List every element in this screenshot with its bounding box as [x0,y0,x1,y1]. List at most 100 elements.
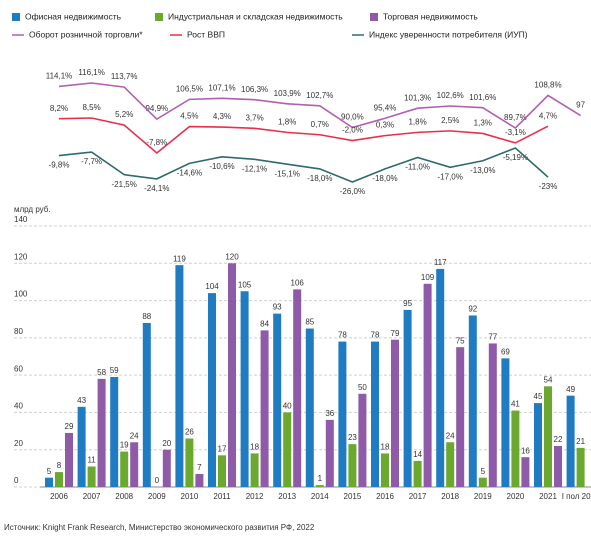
data-label: -13,0% [470,166,495,175]
data-label: 4,7% [539,111,557,120]
y-tick-label: 140 [14,215,28,224]
bar [554,445,562,487]
bar [130,442,139,487]
data-label: -15,1% [275,169,300,178]
data-label: 103,9% [274,89,301,98]
bar [446,442,455,487]
bar [142,322,151,487]
bar [511,410,520,487]
data-label: 23 [348,433,357,442]
data-label: 8,5% [82,103,100,112]
data-label: 45 [534,392,543,401]
data-label: 3,7% [245,113,263,122]
data-label: 40 [283,402,292,411]
data-label: 7 [197,463,202,472]
bar [228,263,236,487]
bar [348,444,357,487]
data-label: 1 [318,474,323,483]
data-label: 43 [77,396,86,405]
data-label: 119 [173,254,186,263]
data-label: 29 [65,422,74,431]
bar [218,455,226,487]
data-label: -24,1% [144,184,169,193]
bar [97,378,106,487]
bar [195,473,204,487]
x-tick-label: 2011 [213,492,231,501]
data-label: -17,0% [438,172,463,181]
data-label: 102,6% [437,91,464,100]
bar [381,453,389,487]
data-label: -5,19% [503,153,528,162]
data-label: 20 [162,439,171,448]
data-label: 88 [142,312,151,321]
y-tick-label: 0 [14,476,19,485]
y-tick-label: 80 [14,327,23,336]
bar [488,343,497,487]
bar [413,460,422,487]
bar [391,339,399,487]
data-label: 101,3% [404,93,431,102]
data-label: -9,8% [49,161,70,170]
data-label: -14,6% [177,168,202,177]
bar [45,477,53,487]
data-label: 78 [338,331,347,340]
y-tick-label: 20 [14,439,23,448]
data-label: 5 [481,467,486,476]
x-tick-label: 2018 [441,492,459,501]
bar [544,386,552,487]
data-label: -12,1% [242,164,267,173]
series-line [58,117,549,155]
bar [456,347,465,487]
x-tick-label: 2013 [278,492,296,501]
source: Источник: Knight Frank Research, Министе… [4,523,315,532]
y-tick-label: 60 [14,364,23,373]
x-tick-label: 2014 [311,492,329,501]
bar [77,406,86,487]
data-label: 84 [260,320,269,329]
bar [576,447,585,487]
data-label: 79 [391,329,400,338]
series-line [58,147,549,183]
bar [273,313,282,487]
bar [358,393,367,487]
data-label: 59 [110,366,119,375]
data-label: 89,7% [504,113,527,122]
data-label: 5 [47,467,52,476]
data-label: 106 [291,278,305,287]
data-label: 49 [566,385,575,394]
data-label: 21 [576,437,585,446]
data-label: 95,4% [374,103,397,112]
data-label: -23% [539,182,558,191]
data-label: 108,8% [534,81,561,90]
data-label: 107,1% [208,83,235,92]
bar [260,330,269,487]
data-label: 0,7% [311,120,329,129]
x-tick-label: 2019 [474,492,492,501]
data-label: -26,0% [340,187,365,196]
data-label: 106,5% [176,84,203,93]
legend-label: Офисная недвижимость [25,11,122,21]
y-axis-label: млрд руб. [14,205,51,214]
bar [175,265,184,487]
data-label: -3,1% [505,128,526,137]
legend-swatch [370,13,378,21]
data-label: 109 [421,273,435,282]
data-label: 120 [225,252,239,261]
bar [403,309,412,487]
y-tick-label: 100 [14,290,28,299]
data-label: 26 [185,428,194,437]
bar [65,432,73,487]
bar [293,289,302,487]
data-label: 22 [554,435,563,444]
data-label: -7,7% [81,157,102,166]
x-tick-label: 2010 [181,492,199,501]
data-label: 94,9% [145,104,168,113]
data-label: -11,0% [405,163,430,172]
bar [534,403,542,487]
legend-label: Индекс уверенности потребителя (ИУП) [369,29,528,39]
bar [521,457,530,487]
data-label: -10,6% [209,162,234,171]
bar [478,477,487,487]
data-label: 117 [434,258,447,267]
data-label: 14 [413,450,422,459]
